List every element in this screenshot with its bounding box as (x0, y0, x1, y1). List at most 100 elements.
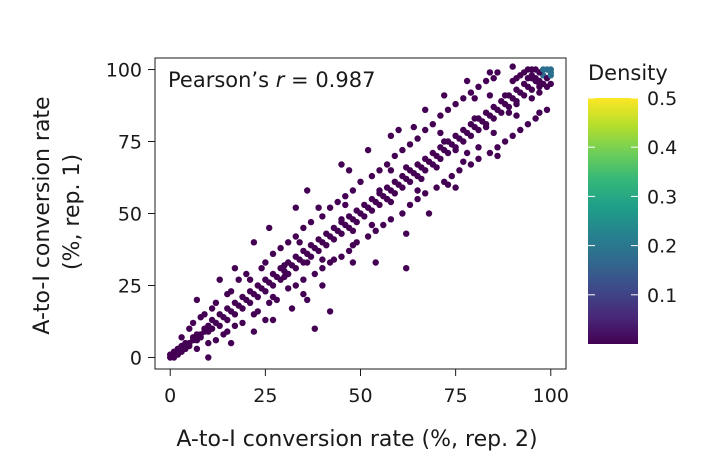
data-point (288, 305, 296, 312)
data-point (235, 276, 242, 283)
data-point (536, 89, 543, 96)
data-point (441, 138, 448, 145)
data-point (444, 106, 452, 114)
colorbar (588, 98, 638, 344)
data-point (250, 311, 258, 318)
data-point (338, 230, 345, 237)
data-point (216, 276, 223, 283)
data-point (399, 172, 406, 180)
data-point (486, 92, 494, 99)
data-point (406, 178, 414, 185)
data-point (193, 296, 201, 304)
data-point (376, 187, 383, 194)
x-tick-label: 50 (348, 385, 372, 407)
x-axis: 0 25 50 75 100 (164, 369, 569, 407)
data-point (498, 98, 505, 105)
data-point (193, 345, 201, 352)
data-point (501, 138, 509, 145)
data-point (547, 72, 554, 79)
data-point (372, 227, 379, 234)
data-point (269, 250, 277, 257)
data-point (452, 132, 459, 139)
data-point (460, 138, 467, 145)
data-point (383, 195, 391, 203)
data-point (319, 256, 326, 263)
data-point (433, 164, 440, 171)
data-point (513, 100, 520, 108)
data-point (357, 178, 364, 185)
data-point (460, 126, 467, 134)
data-point (208, 305, 216, 312)
data-point (467, 132, 475, 139)
pearson-annotation: Pearson’s r = 0.987 (168, 68, 375, 92)
data-point (353, 218, 360, 226)
data-point (353, 207, 360, 214)
data-point (368, 221, 376, 229)
data-point (403, 164, 410, 171)
data-point (452, 100, 459, 108)
data-point (338, 253, 345, 260)
data-point (406, 201, 414, 209)
colorbar-ticks: 0.1 0.2 0.3 0.4 0.5 (588, 88, 677, 307)
x-tick-label: 75 (444, 385, 468, 407)
data-point (399, 210, 406, 217)
data-point (422, 155, 429, 162)
data-point (410, 123, 417, 131)
data-point (395, 126, 402, 134)
data-point (262, 276, 269, 283)
data-point (254, 282, 261, 289)
y-tick-label: 0 (130, 347, 142, 369)
data-point (300, 276, 307, 283)
colorbar-tick-label: 0.2 (647, 236, 677, 258)
data-point (505, 109, 513, 116)
data-point (383, 184, 391, 191)
data-point (429, 149, 436, 157)
data-point (543, 106, 551, 114)
data-point (498, 109, 505, 116)
data-point (330, 236, 338, 243)
y-tick-label: 25 (118, 275, 142, 297)
data-point (437, 155, 444, 162)
data-point (292, 204, 299, 211)
data-point (239, 293, 246, 301)
data-point (422, 190, 429, 197)
data-point (471, 95, 478, 102)
data-point (494, 144, 501, 151)
data-point (376, 201, 383, 209)
data-point (429, 121, 436, 128)
data-point (482, 109, 490, 116)
data-point (292, 282, 299, 289)
data-point (501, 92, 509, 99)
data-point (246, 288, 254, 295)
data-point (437, 144, 444, 151)
y-axis-label-line-1: A-to-I conversion rate (30, 96, 55, 334)
data-point (391, 190, 398, 197)
data-point (338, 161, 345, 168)
data-point (467, 89, 475, 96)
data-point (509, 132, 516, 139)
data-point (304, 296, 311, 304)
data-point (262, 259, 269, 266)
data-point (520, 80, 528, 88)
data-point (311, 270, 318, 278)
data-point (422, 106, 429, 114)
data-point (368, 207, 376, 214)
colorbar-tick-label: 0.5 (647, 88, 677, 110)
data-point (494, 69, 501, 76)
x-tick-label: 25 (253, 385, 277, 407)
data-point (292, 233, 299, 240)
data-point (490, 75, 497, 82)
data-point (254, 293, 261, 301)
data-point (281, 273, 288, 281)
data-point (349, 242, 357, 249)
data-point (326, 308, 334, 315)
data-point (376, 167, 383, 174)
data-point (494, 152, 501, 160)
data-point (330, 256, 338, 263)
data-point (418, 175, 425, 183)
data-point (520, 92, 528, 99)
data-point (463, 77, 471, 85)
data-point (304, 187, 311, 194)
data-point (437, 129, 444, 137)
